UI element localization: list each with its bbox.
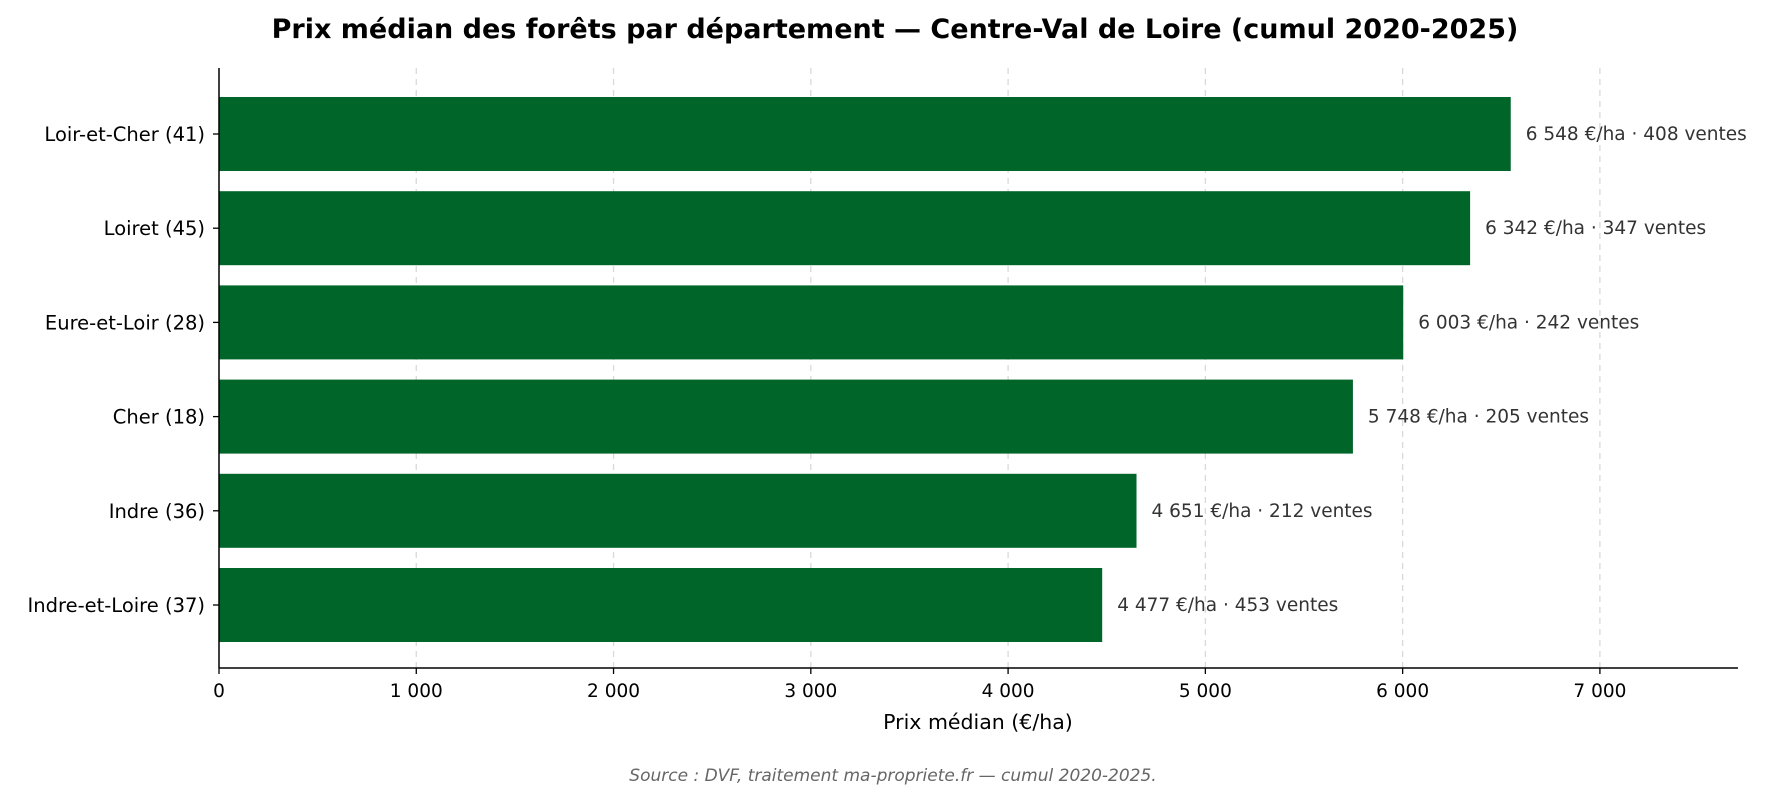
x-axis-title: Prix médian (€/ha) [883,710,1073,734]
bar-value-label: 6 342 €/ha · 347 ventes [1485,218,1706,239]
chart-title: Prix médian des forêts par département —… [272,14,1519,45]
category-label: Indre (36) [109,500,205,523]
bar [219,379,1353,454]
x-tick-label: 0 [213,681,225,702]
category-label: Loiret (45) [104,217,205,240]
category-label: Eure-et-Loir (28) [45,311,205,334]
bar-value-label: 4 651 €/ha · 212 ventes [1152,501,1373,522]
category-label: Indre-et-Loire (37) [28,594,205,617]
bar [219,191,1471,266]
bar-value-label: 6 548 €/ha · 408 ventes [1526,124,1747,145]
bar-value-label: 5 748 €/ha · 205 ventes [1368,407,1589,428]
bar [219,568,1103,642]
data-labels: 6 548 €/ha · 408 ventes 6 342 €/ha · 347 … [1117,124,1747,616]
x-ticks: 0 1 000 2 000 3 000 4 000 5 000 6 000 7 000 [213,668,1626,702]
bar-value-label: 6 003 €/ha · 242 ventes [1418,312,1639,333]
bars [219,97,1511,642]
x-tick-label: 3 000 [784,681,837,702]
bar [219,97,1511,171]
source-note: Source : DVF, traitement ma-propriete.fr… [629,766,1156,786]
axes [218,68,1738,669]
x-tick-label: 4 000 [982,681,1035,702]
category-label: Cher (18) [113,406,205,429]
x-tick-label: 1 000 [390,681,443,702]
bar [219,285,1404,360]
x-tick-label: 6 000 [1376,681,1429,702]
category-label: Loir-et-Cher (41) [44,123,205,146]
bar-value-label: 4 477 €/ha · 453 ventes [1117,595,1338,616]
bar [219,473,1137,548]
x-tick-label: 7 000 [1573,681,1626,702]
x-tick-label: 2 000 [587,681,640,702]
y-tick-labels: Loir-et-Cher (41) Loiret (45) Eure-et-Loir… [28,123,219,617]
x-tick-label: 5 000 [1179,681,1232,702]
